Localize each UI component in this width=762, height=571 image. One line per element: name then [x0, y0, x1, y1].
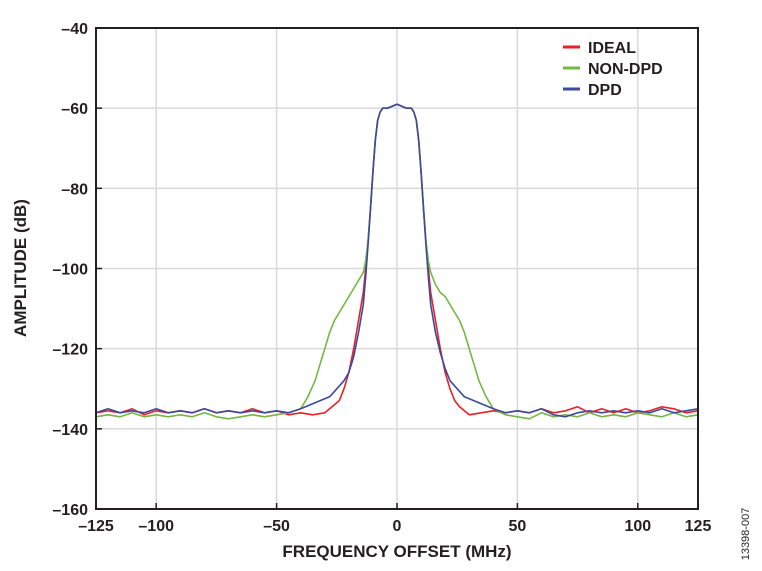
y-tick-label: –100 — [52, 262, 88, 279]
legend-label: IDEAL — [588, 40, 636, 57]
x-tick-label: 50 — [509, 518, 527, 535]
y-tick-label: –80 — [61, 181, 88, 198]
y-tick-labels: –40 –60 –80 –100 –120 –140 –160 — [52, 21, 88, 519]
x-tick-label: 125 — [685, 518, 712, 535]
gridlines — [96, 28, 698, 509]
x-tick-label: 100 — [624, 518, 651, 535]
y-tick-label: –40 — [61, 21, 88, 38]
x-tick-label: –100 — [138, 518, 174, 535]
y-tick-label: –160 — [52, 502, 88, 519]
legend-label: NON-DPD — [588, 61, 663, 78]
y-tick-label: –60 — [61, 101, 88, 118]
legend: IDEAL NON-DPD DPD — [563, 40, 663, 99]
tick-marks — [95, 27, 699, 510]
x-tick-label: –50 — [263, 518, 290, 535]
y-tick-label: –120 — [52, 342, 88, 359]
x-axis-title: FREQUENCY OFFSET (MHz) — [282, 542, 511, 561]
x-tick-label: –125 — [78, 518, 114, 535]
y-tick-label: –140 — [52, 422, 88, 439]
series-line-dpd — [95, 103, 699, 418]
legend-label: DPD — [588, 82, 622, 99]
x-tick-label: 0 — [393, 518, 402, 535]
y-axis-title: AMPLITUDE (dB) — [11, 199, 30, 337]
x-tick-labels: –125 –100 –50 0 50 100 125 — [78, 518, 711, 535]
series-lines — [95, 103, 699, 420]
figure-id: 13398-007 — [740, 508, 752, 561]
